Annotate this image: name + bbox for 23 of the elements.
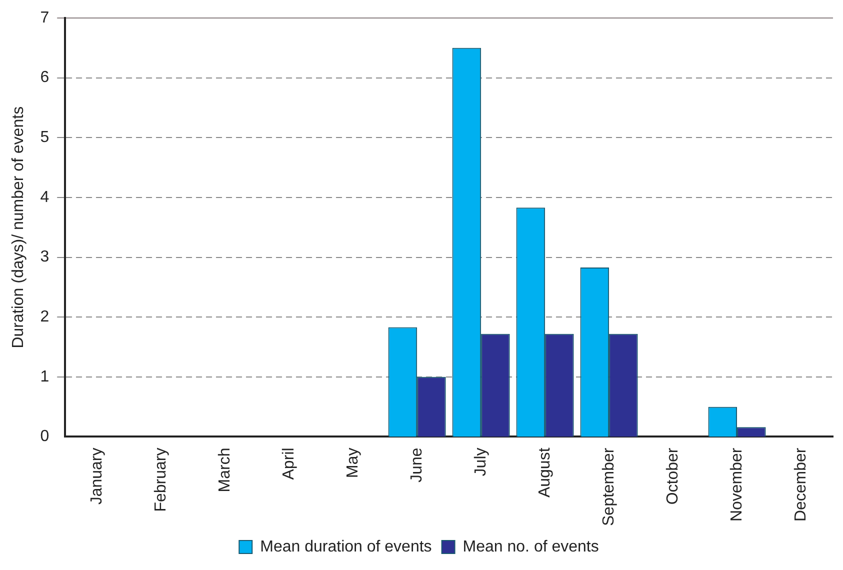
x-tick-label: November (728, 447, 746, 522)
y-axis-title: Duration (days)/ number of events (10, 106, 28, 348)
x-tick-label: January (88, 448, 106, 505)
y-tick-label: 0 (40, 428, 50, 446)
legend-label: Mean no. of events (462, 538, 599, 556)
legend-label: Mean duration of events (260, 538, 432, 556)
x-tick-label: May (344, 448, 362, 478)
y-tick-label: 7 (40, 9, 50, 26)
x-tick-label: September (600, 447, 618, 526)
x-tick-label: March (216, 448, 234, 492)
y-tick-label: 6 (40, 69, 50, 86)
y-tick-label: 3 (40, 248, 50, 266)
y-tick-label: 2 (40, 308, 50, 326)
y-tick-label: 5 (40, 129, 50, 146)
x-tick-label: December (792, 447, 810, 522)
y-tick-label: 1 (40, 368, 50, 386)
y-tick-label: 4 (40, 188, 50, 206)
x-tick-label: June (408, 448, 426, 482)
x-tick-label: October (664, 447, 682, 505)
x-tick-label: April (280, 448, 298, 480)
x-tick-label: August (536, 447, 554, 498)
x-tick-label: July (472, 448, 490, 476)
x-tick-label: February (152, 448, 170, 512)
